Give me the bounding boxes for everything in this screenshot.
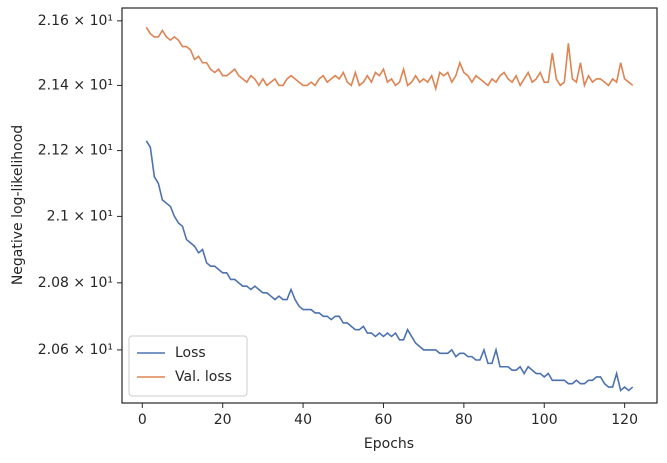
y-tick-label: 2.06 × 10¹ (38, 342, 113, 358)
data-line (145, 26, 634, 92)
y-tick-label: 2.08 × 10¹ (38, 275, 113, 291)
x-tick-label: 60 (375, 412, 393, 428)
x-axis-label: Epochs (364, 436, 414, 452)
legend-label: Loss (175, 345, 206, 361)
x-tick-label: 0 (138, 412, 147, 428)
plot-frame (121, 7, 658, 404)
legend-label: Val. loss (175, 369, 232, 385)
data-line (145, 140, 634, 392)
y-tick-label: 2.12 × 10¹ (38, 143, 113, 159)
y-tick-label: 2.16 × 10¹ (38, 13, 113, 29)
legend-box (128, 335, 248, 397)
x-tick-label: 100 (531, 412, 558, 428)
legend: Loss Val. loss (128, 335, 248, 397)
x-tick-label: 80 (455, 412, 473, 428)
x-tick-label: 40 (294, 412, 312, 428)
x-tick-label: 120 (611, 412, 638, 428)
x-tick-label: 20 (214, 412, 232, 428)
y-tick-label: 2.1 × 10¹ (47, 208, 113, 224)
y-axis-label: Negative log-likelihood (10, 125, 26, 285)
y-tick-label: 2.14 × 10¹ (38, 77, 113, 93)
